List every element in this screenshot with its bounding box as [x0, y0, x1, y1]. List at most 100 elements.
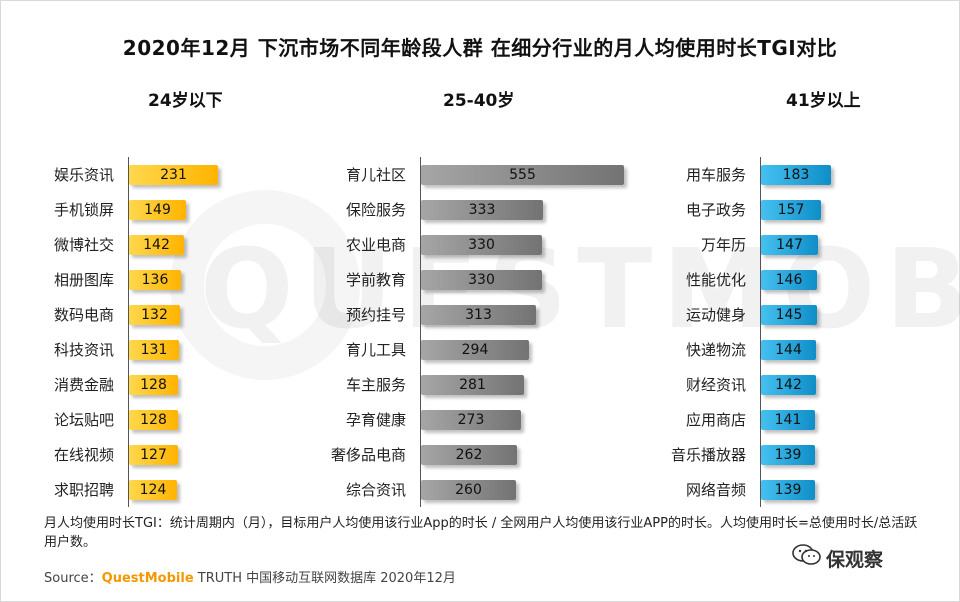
bar — [421, 235, 542, 255]
source-prefix: Source： — [44, 571, 102, 586]
category-label: 手机锁屏 — [53, 201, 114, 219]
group-title-1: 25-40岁 — [443, 91, 515, 111]
bar — [421, 480, 516, 500]
bar — [761, 305, 817, 325]
bar-value-label: 128 — [140, 412, 167, 428]
bar-value-label: 146 — [775, 272, 803, 288]
axis-line-0 — [128, 157, 129, 507]
bar — [761, 235, 818, 255]
bar-value-label: 136 — [141, 272, 169, 288]
chart-title: 2020年12月 下沉市场不同年龄段人群 在细分行业的月人均使用时长TGI对比 — [122, 36, 838, 60]
wechat-logo: 保观察 — [792, 544, 884, 572]
bar — [129, 305, 180, 325]
bar — [421, 165, 624, 185]
bar-value-label: 330 — [468, 237, 495, 253]
category-label: 应用商店 — [685, 411, 746, 429]
category-label: 运动健身 — [685, 306, 746, 324]
group-title-2: 41岁以上 — [786, 91, 861, 111]
bar — [129, 340, 179, 360]
category-label: 车主服务 — [345, 376, 406, 394]
bar-value-label: 260 — [455, 482, 482, 498]
bar-value-label: 145 — [775, 307, 803, 323]
bar-value-label: 142 — [775, 377, 802, 393]
bar-value-label: 313 — [465, 307, 492, 323]
source-line: Source：QuestMobile TRUTH 中国移动互联网数据库 2020… — [44, 567, 456, 586]
bar-value-label: 127 — [140, 447, 167, 463]
category-label: 财经资讯 — [685, 376, 746, 394]
bar — [129, 480, 177, 500]
bar-value-label: 231 — [160, 167, 187, 183]
bar-value-label: 333 — [468, 202, 496, 218]
source-suffix: TRUTH 中国移动互联网数据库 2020年12月 — [193, 571, 456, 586]
category-label: 数码电商 — [53, 306, 114, 324]
bar-value-label: 183 — [782, 167, 810, 183]
category-label: 科技资讯 — [53, 341, 114, 359]
category-label: 消费金融 — [53, 376, 114, 394]
bar-value-label: 142 — [143, 237, 170, 253]
bar-value-label: 330 — [468, 272, 495, 288]
group-title-0: 24岁以下 — [148, 91, 223, 111]
bar-value-label: 128 — [140, 377, 167, 393]
bar — [129, 235, 184, 255]
category-label: 育儿工具 — [345, 341, 406, 359]
category-label: 在线视频 — [53, 446, 114, 464]
category-label: 求职招聘 — [53, 481, 114, 499]
bar-value-label: 132 — [141, 307, 168, 323]
category-label: 性能优化 — [685, 271, 746, 289]
bar — [129, 445, 178, 465]
bar — [129, 200, 186, 220]
category-label: 奢侈品电商 — [330, 446, 406, 464]
bar-value-label: 294 — [461, 342, 489, 358]
bar — [129, 270, 181, 290]
bar-value-label: 555 — [509, 167, 536, 183]
tgi-definition-note: 月人均使用时长TGI：统计周期内（月），目标用户人均使用该行业App的时长 / … — [44, 516, 918, 550]
bar-value-label: 149 — [144, 202, 171, 218]
bar — [761, 445, 815, 465]
bar — [421, 340, 529, 360]
bar — [129, 410, 178, 430]
category-label: 保险服务 — [345, 201, 406, 219]
category-label: 电子政务 — [685, 201, 746, 219]
logo-text: 保观察 — [826, 549, 884, 571]
source-brand: QuestMobile — [101, 571, 194, 586]
bar — [761, 375, 816, 395]
category-label: 万年历 — [700, 236, 746, 254]
bar — [421, 445, 517, 465]
bar-value-label: 147 — [776, 237, 803, 253]
bar — [761, 270, 817, 290]
bar — [421, 410, 521, 430]
category-label: 预约挂号 — [345, 306, 406, 324]
axis-line-1 — [420, 157, 421, 507]
bar — [761, 340, 816, 360]
bar — [129, 375, 178, 395]
bar-value-label: 141 — [774, 412, 802, 428]
bar — [761, 200, 821, 220]
category-label: 娱乐资讯 — [53, 166, 114, 184]
bar-value-label: 131 — [140, 342, 168, 358]
watermark: QUESTMOBILE — [200, 225, 960, 353]
category-label: 用车服务 — [685, 166, 746, 184]
bar — [761, 480, 815, 500]
bar — [761, 410, 815, 430]
bar — [421, 305, 536, 325]
category-label: 微博社交 — [53, 236, 114, 254]
category-label: 综合资讯 — [345, 481, 406, 499]
category-label: 论坛贴吧 — [53, 411, 114, 429]
bar — [421, 375, 524, 395]
category-label: 农业电商 — [345, 236, 406, 254]
bar — [421, 270, 542, 290]
bar-value-label: 124 — [139, 482, 167, 498]
bar-value-label: 144 — [775, 342, 802, 358]
bar-value-label: 139 — [774, 447, 802, 463]
bar — [761, 165, 831, 185]
bar — [129, 165, 218, 185]
bar-value-label: 281 — [459, 377, 486, 393]
bar — [421, 200, 543, 220]
bar-value-label: 157 — [777, 202, 805, 218]
category-label: 学前教育 — [345, 271, 406, 289]
category-label: 育儿社区 — [345, 166, 406, 184]
category-label: 网络音频 — [685, 481, 746, 499]
bar-value-label: 139 — [774, 482, 802, 498]
wechat-icon — [792, 544, 821, 565]
category-label: 快递物流 — [685, 341, 746, 359]
